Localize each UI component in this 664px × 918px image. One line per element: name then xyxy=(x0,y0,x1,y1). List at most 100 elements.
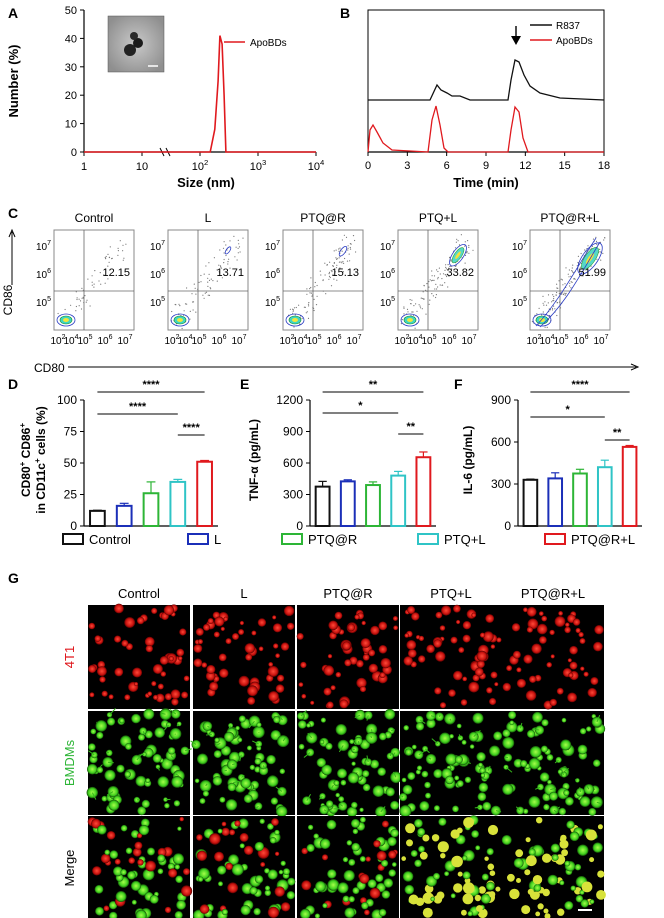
cell-bmdm xyxy=(405,748,413,756)
flow-event-dot xyxy=(428,303,430,305)
flow-xtick-label: 105 xyxy=(306,334,321,347)
flow-event-dot xyxy=(579,266,582,268)
cell-process xyxy=(207,725,210,728)
cell-4t1 xyxy=(393,625,398,631)
cell-4t1 xyxy=(474,667,484,677)
flow-event-dot xyxy=(205,265,207,267)
flow-event-dot xyxy=(438,267,440,269)
cell-merged xyxy=(536,817,543,824)
flow-event-dot xyxy=(447,286,449,288)
cell-4t1 xyxy=(439,625,446,631)
cell-bmdm xyxy=(591,716,603,728)
cell-4t1 xyxy=(219,668,229,678)
cell-process xyxy=(175,773,180,777)
flow-event-dot xyxy=(556,291,558,294)
flow-event-dot xyxy=(444,282,446,284)
cell-bmdm xyxy=(319,739,325,745)
chart-b-xlabel: Time (min) xyxy=(453,175,519,190)
chart-b: 0 3 6 9 12 15 18 Time (min) R837 ApoBDs xyxy=(365,9,610,190)
flow-xtick-label: 102 xyxy=(526,334,541,347)
panel-g-column-header: Control xyxy=(118,586,160,601)
cell-4t1 xyxy=(489,697,497,706)
cell-bmdm xyxy=(320,717,326,723)
flow-xtick-label: 104 xyxy=(407,334,422,347)
cell-process xyxy=(439,714,441,717)
bar-PTQ@R+L xyxy=(196,460,213,527)
cell-bmdm xyxy=(321,764,333,776)
cell-merged xyxy=(579,889,585,895)
cell-4t1 xyxy=(523,654,533,664)
flow-event-dot xyxy=(413,305,415,307)
bar-L xyxy=(115,504,133,527)
flow-event-dot xyxy=(82,289,84,291)
cell-bmdm xyxy=(528,796,541,808)
flow-event-dot xyxy=(332,265,334,267)
cell-4t1 xyxy=(157,683,164,690)
flow-event-dot xyxy=(328,271,331,273)
flow-plot-3 xyxy=(397,229,479,331)
cell-bmdm xyxy=(399,793,408,802)
cell-process xyxy=(563,768,569,773)
cell-merged xyxy=(597,824,603,830)
flow-event-dot xyxy=(221,277,223,279)
cell-merged xyxy=(450,893,456,899)
panel-letter-b: B xyxy=(340,5,350,21)
cell-4t1 xyxy=(403,656,413,666)
cell-4t1 xyxy=(144,636,155,647)
flow-xtick-label: 102 xyxy=(164,334,179,347)
cell-4t1 xyxy=(433,639,442,648)
cell-bmdm xyxy=(588,807,597,816)
cell-merged xyxy=(132,847,142,857)
cell-bmdm xyxy=(579,728,587,735)
cell-4t1 xyxy=(567,658,572,663)
flow-event-dot xyxy=(225,244,227,246)
cell-4t1 xyxy=(201,662,208,668)
cell-4t1 xyxy=(108,694,114,700)
flow-event-dot xyxy=(571,270,573,272)
flow-event-dot xyxy=(315,304,318,306)
cell-4t1 xyxy=(277,674,285,682)
cell-bmdm xyxy=(507,711,517,720)
bar-chart-ytick-label: 50 xyxy=(64,456,78,470)
cell-4t1 xyxy=(468,681,480,693)
cell-merged xyxy=(589,899,595,905)
flow-event-dot xyxy=(229,267,231,269)
cell-4t1 xyxy=(370,625,380,636)
cell-bmdm xyxy=(95,720,108,732)
flow-event-dot xyxy=(563,292,565,294)
flow-event-dot xyxy=(349,260,351,262)
cell-bmdm xyxy=(337,739,349,752)
cell-process xyxy=(515,806,521,811)
flow-ytick-label: 107 xyxy=(265,240,280,253)
cell-merged xyxy=(557,908,565,916)
cell-merged xyxy=(532,875,543,885)
flow-event-dot xyxy=(430,280,433,282)
cell-4t1 xyxy=(121,639,129,647)
flow-event-dot xyxy=(107,265,109,267)
flow-contour-outer xyxy=(56,313,76,327)
flow-xtick-label: 106 xyxy=(441,334,456,347)
flow-event-dot xyxy=(556,283,558,285)
cell-4t1 xyxy=(583,671,589,677)
cell-merged xyxy=(274,886,285,897)
flow-event-dot xyxy=(599,251,601,253)
flow-event-dot xyxy=(200,274,202,277)
flow-event-dot xyxy=(573,277,575,280)
flow-plot-title: L xyxy=(205,211,212,225)
cell-bmdm xyxy=(541,719,549,727)
cell-bmdm xyxy=(255,740,263,748)
flow-event-dot xyxy=(551,301,553,303)
flow-event-dot xyxy=(421,308,423,310)
flow-plot-percentage: 13.71 xyxy=(216,267,244,279)
cell-merged xyxy=(135,909,147,918)
cell-bmdm xyxy=(138,733,145,741)
flow-event-dot xyxy=(567,273,569,275)
flow-event-dot xyxy=(436,269,438,271)
cell-process xyxy=(579,787,581,793)
cell-4t1 xyxy=(549,629,555,636)
flow-event-dot xyxy=(93,283,95,285)
chart-c-xlabel: CD80 xyxy=(34,361,65,375)
cell-merged xyxy=(130,830,140,839)
flow-event-dot xyxy=(312,294,314,296)
chart-b-xtick-label: 0 xyxy=(365,160,371,172)
